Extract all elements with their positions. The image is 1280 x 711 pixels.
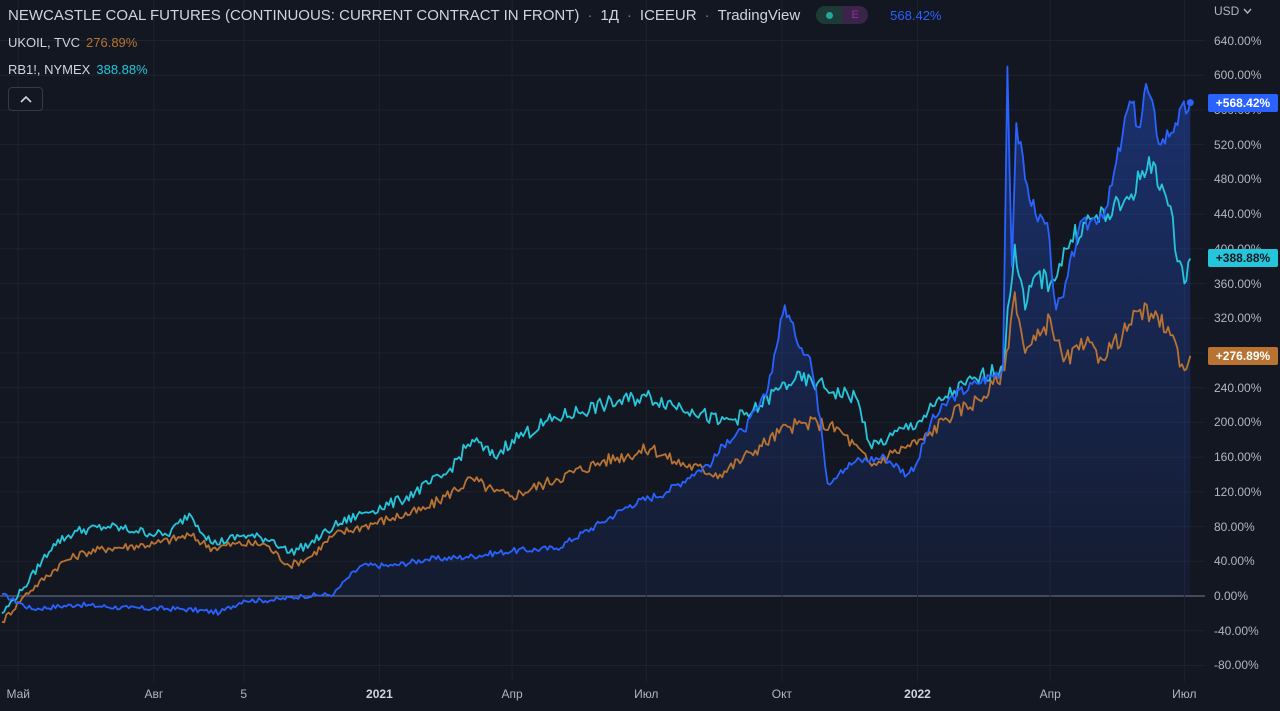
source-label: TradingView — [717, 6, 801, 24]
y-tick-label: 320.00% — [1214, 311, 1262, 326]
header-separator: · — [587, 6, 593, 24]
legend-value: 276.89% — [86, 35, 138, 50]
series-end-point-coal — [1186, 99, 1194, 107]
earnings-badge[interactable]: E — [842, 6, 869, 24]
exchange-label: ICEEUR — [639, 6, 697, 24]
currency-label: USD — [1214, 4, 1240, 18]
series-line-coal[interactable] — [1, 65, 1192, 616]
y-tick-label: 200.00% — [1214, 415, 1262, 430]
x-tick-label: 2022 — [904, 687, 931, 701]
chevron-down-icon — [1243, 8, 1252, 14]
y-tick-label: 120.00% — [1214, 484, 1262, 499]
legend-item-rb[interactable]: RB1!, NYMEX 388.88% — [8, 62, 148, 77]
legend-item-ukoil[interactable]: UKOIL, TVC 276.89% — [8, 35, 137, 50]
y-tick-label: 0.00% — [1214, 589, 1249, 603]
plot-area — [1, 65, 1194, 624]
chart-header: NEWCASTLE COAL FUTURES (CONTINUOUS: CURR… — [8, 6, 941, 24]
y-tick-label: 80.00% — [1214, 519, 1255, 534]
market-open-dot-icon — [825, 11, 833, 19]
y-tick-label: 160.00% — [1214, 450, 1262, 465]
market-status-badge[interactable] — [816, 6, 843, 24]
x-tick-label: 5 — [240, 687, 248, 701]
x-tick-label: Апр — [1039, 687, 1061, 701]
x-tick-label: 2021 — [366, 687, 393, 701]
y-tick-label: 240.00% — [1214, 380, 1262, 395]
x-tick-label: Июл — [634, 687, 659, 701]
legend-symbol: RB1!, NYMEX — [8, 62, 91, 77]
y-tick-label: -40.00% — [1214, 623, 1259, 638]
chevron-up-icon — [19, 95, 32, 103]
symbol-title[interactable]: NEWCASTLE COAL FUTURES (CONTINUOUS: CURR… — [8, 6, 580, 24]
x-tick-label: Апр — [501, 687, 523, 701]
series-area-coal — [2, 66, 1191, 615]
collapse-legend-button[interactable] — [8, 87, 43, 111]
status-badges[interactable]: E — [816, 6, 869, 24]
header-separator: · — [626, 6, 632, 24]
header-separator: · — [704, 6, 710, 24]
y-tick-label: -80.00% — [1214, 658, 1259, 673]
currency-selector[interactable]: USD — [1214, 4, 1252, 18]
y-tick-label: 640.00% — [1214, 33, 1262, 48]
y-tick-label: 600.00% — [1214, 68, 1262, 83]
y-tick-label: 40.00% — [1214, 554, 1255, 569]
x-tick-label: Июл — [1172, 687, 1197, 701]
series-line-rb[interactable] — [1, 156, 1192, 615]
y-tick-label: 360.00% — [1214, 276, 1262, 291]
y-tick-label: 520.00% — [1214, 137, 1262, 152]
y-tick-label: 480.00% — [1214, 172, 1262, 187]
legend-value: 388.88% — [96, 62, 148, 77]
last-value-tag: +276.89% — [1208, 346, 1278, 365]
x-tick-label: Окт — [771, 687, 792, 701]
legend-symbol: UKOIL, TVC — [8, 35, 81, 50]
last-value-tag: +388.88% — [1208, 249, 1278, 268]
last-value-tag: +568.42% — [1208, 93, 1278, 112]
x-tick-label: Авг — [144, 687, 164, 701]
main-change-value: 568.42% — [890, 7, 942, 23]
x-tick-label: Май — [6, 687, 30, 701]
y-tick-label: 440.00% — [1214, 207, 1262, 222]
interval-label[interactable]: 1Д — [600, 6, 619, 24]
